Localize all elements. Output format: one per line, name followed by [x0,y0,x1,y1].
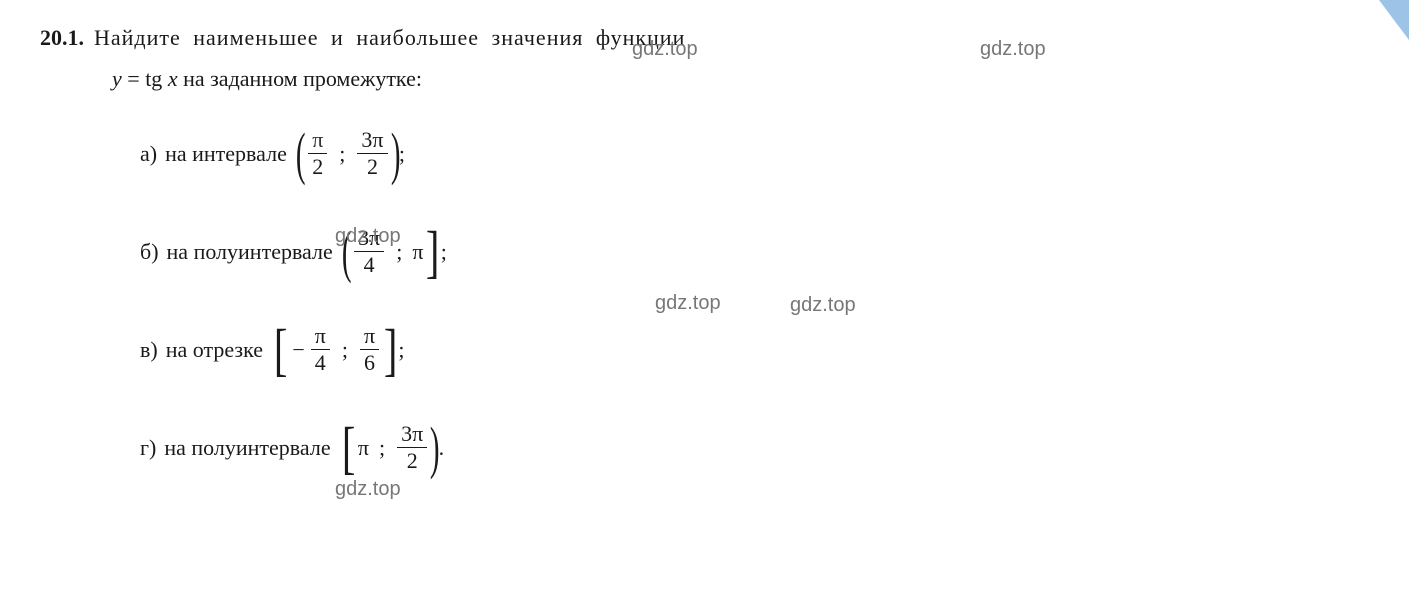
interval-v: [ − π 4 ; π 6 ] [273,324,398,376]
frac-g2: 3π 2 [397,423,427,472]
text-b: на полуинтервале [167,239,333,265]
den-b1: 4 [360,252,379,276]
right-paren-g: ) [430,422,440,474]
single-g1: π [358,435,369,461]
left-paren-a: ( [296,128,306,180]
line2-tail: на заданном промежутке: [183,66,422,91]
label-b: б) [140,239,159,265]
den-v1: 4 [311,350,330,374]
tail-b: ; [441,239,447,265]
den-g2: 2 [403,448,422,472]
left-bracket-g: [ [341,422,355,474]
single-b2: π [412,239,423,265]
den-v2: 6 [360,350,379,374]
tg-operator: tg [145,66,162,91]
right-bracket-b: ] [426,226,440,278]
text-a: на интервале [165,141,287,167]
right-bracket-v: ] [384,324,398,376]
tail-v: ; [398,337,404,363]
problem-number: 20.1. [40,20,84,55]
text-g: на полуинтервале [164,435,330,461]
left-paren-b: ( [342,226,352,278]
sep-g: ; [379,435,385,461]
num-v2: π [360,325,379,350]
den-a1: 2 [308,154,327,178]
sep-a: ; [339,141,345,167]
den-a2: 2 [363,154,382,178]
subitem-v: в) на отрезке [ − π 4 ; π 6 ] ; [140,315,1369,385]
equals-sign: = [127,66,139,91]
frac-a1: π 2 [308,129,327,178]
subitems-container: а) на интервале ( π 2 ; 3π 2 ) ; б) на п… [40,119,1369,483]
formula-x: x [168,66,178,91]
interval-g: [ π ; 3π 2 ) [341,422,439,474]
frac-v2: π 6 [360,325,379,374]
problem-line1: Найдите наименьшее и наибольшее значения… [94,20,685,55]
problem-line2: y = tg x на заданном промежутке: [40,59,1369,99]
label-v: в) [140,337,158,363]
subitem-b: б) на полуинтервале ( 3π 4 ; π ] ; [140,217,1369,287]
sep-b: ; [396,239,402,265]
interval-a: ( π 2 ; 3π 2 ) [297,128,399,180]
right-paren-a: ) [390,128,400,180]
num-b1: 3π [354,227,384,252]
neg-v: − [292,337,304,363]
left-bracket-v: [ [274,324,288,376]
num-a2: 3π [357,129,387,154]
formula-y: y [112,66,122,91]
frac-b1: 3π 4 [354,227,384,276]
num-v1: π [311,325,330,350]
num-a1: π [308,129,327,154]
label-g: г) [140,435,156,461]
problem-header: 20.1. Найдите наименьшее и наибольшее зн… [40,20,1369,55]
label-a: а) [140,141,157,167]
frac-a2: 3π 2 [357,129,387,178]
text-v: на отрезке [166,337,263,363]
subitem-g: г) на полуинтервале [ π ; 3π 2 ) . [140,413,1369,483]
interval-b: ( 3π 4 ; π ] [343,226,441,278]
subitem-a: а) на интервале ( π 2 ; 3π 2 ) ; [140,119,1369,189]
num-g2: 3π [397,423,427,448]
page-corner-decoration [1379,0,1409,40]
frac-v1: π 4 [311,325,330,374]
sep-v: ; [342,337,348,363]
